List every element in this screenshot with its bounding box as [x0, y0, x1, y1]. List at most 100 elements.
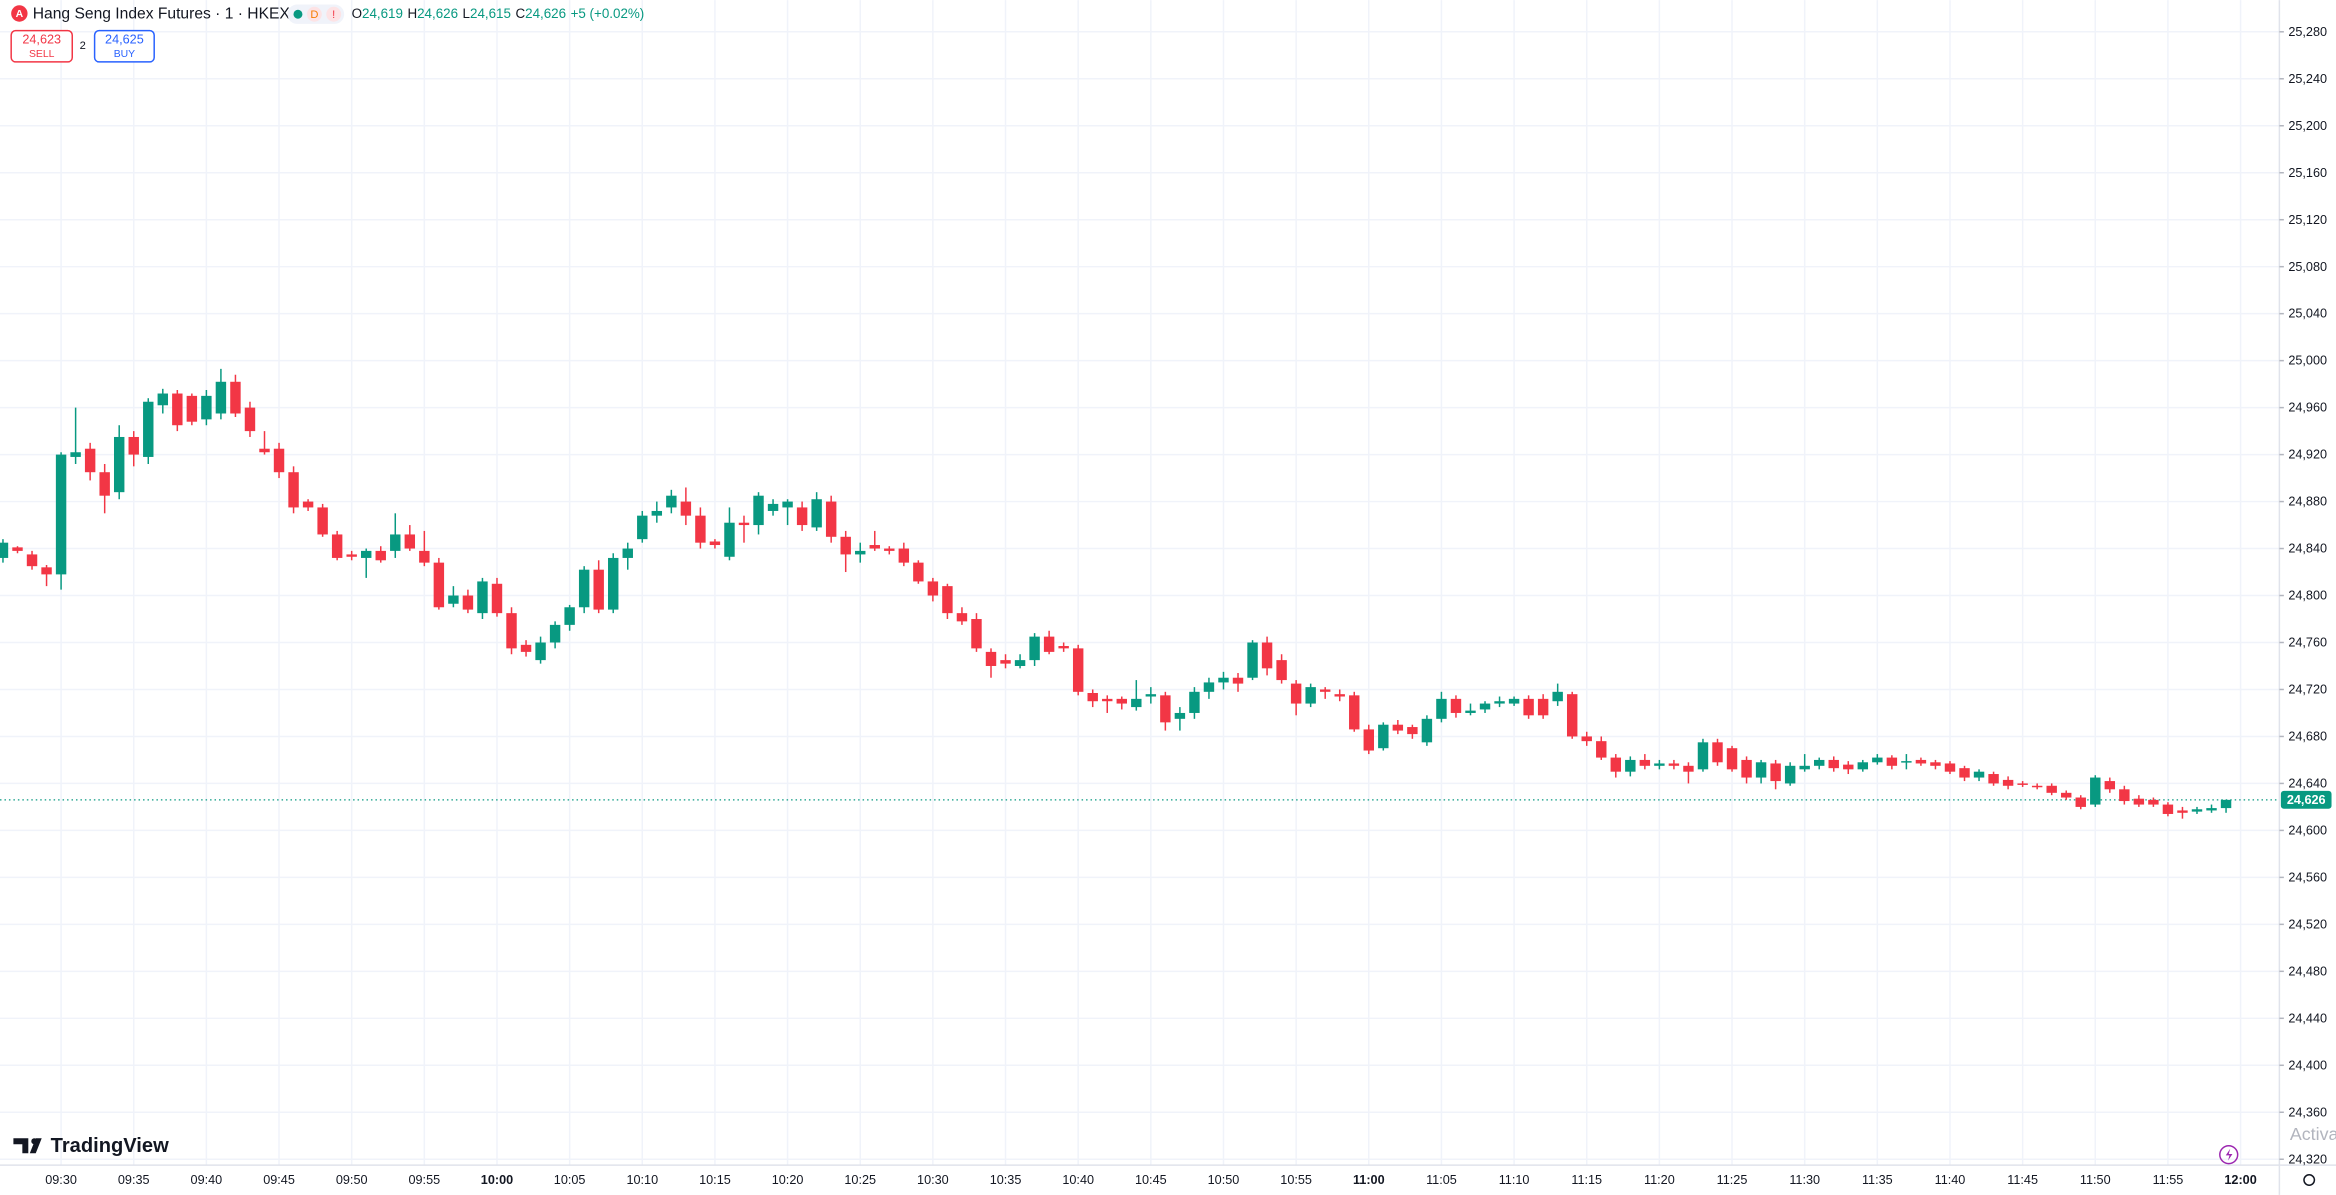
- candle-body: [1232, 677, 1244, 684]
- candle-body: [84, 448, 96, 473]
- x-tick-label: 10:35: [990, 1173, 1022, 1187]
- candle-body: [956, 613, 968, 622]
- candle-body: [2148, 799, 2159, 805]
- candle-body: [898, 548, 910, 563]
- settings-icon[interactable]: [2303, 1174, 2316, 1186]
- y-tick-label: 24,440: [2288, 1011, 2327, 1025]
- candle-body: [2162, 804, 2174, 814]
- candle-body: [2075, 797, 2086, 807]
- candle-body: [2119, 789, 2130, 802]
- lightning-icon[interactable]: [2219, 1145, 2239, 1165]
- candle-body: [1450, 698, 1462, 713]
- candle-body: [549, 624, 561, 643]
- candle-body: [55, 454, 67, 575]
- candle-body: [1043, 636, 1055, 652]
- candle-body: [1784, 765, 1796, 784]
- y-tick-label: 24,720: [2288, 683, 2327, 697]
- candle-body: [1479, 703, 1491, 710]
- y-tick-label: 25,000: [2288, 354, 2327, 368]
- x-tick-label: 09:35: [118, 1173, 150, 1187]
- candle-body: [2220, 799, 2232, 809]
- candle-body: [1973, 771, 1985, 778]
- buy-price: 24,625: [105, 33, 144, 47]
- tv-watermark[interactable]: TradingView: [51, 1135, 169, 1157]
- last-price-box: [2280, 790, 2332, 809]
- y-tick-label: 24,640: [2288, 777, 2327, 791]
- chart-title[interactable]: Hang Seng Index Futures · 1 · HKEX: [33, 5, 291, 22]
- sell-button[interactable]: [10, 29, 73, 63]
- y-tick-label: 25,120: [2288, 213, 2327, 227]
- candle-body: [2002, 779, 2014, 786]
- candle-body: [709, 541, 721, 546]
- candle-body: [520, 644, 532, 652]
- candle-body: [680, 501, 692, 516]
- candle-body: [1799, 765, 1810, 770]
- candle-body: [1683, 765, 1694, 772]
- candle-body: [244, 407, 256, 432]
- tv-logo-dot: [31, 1138, 38, 1145]
- candle-body: [1058, 646, 1069, 649]
- candle-body: [186, 395, 198, 422]
- x-tick-label: 09:30: [45, 1173, 77, 1187]
- candle-body: [2177, 810, 2188, 813]
- candle-body: [1421, 718, 1433, 743]
- x-tick-label: 10:05: [554, 1173, 586, 1187]
- x-tick-label: 10:50: [1208, 1173, 1240, 1187]
- candle-body: [1828, 759, 1839, 769]
- candle-body: [1741, 759, 1752, 778]
- y-tick-label: 24,880: [2288, 495, 2327, 509]
- x-tick-label: 11:25: [1717, 1173, 1748, 1187]
- ohlc-value: 24,619: [362, 6, 403, 21]
- sell-label: SELL: [29, 49, 55, 60]
- y-tick-label: 25,240: [2288, 72, 2327, 86]
- sell-price: 24,623: [22, 33, 61, 47]
- buy-button[interactable]: [93, 29, 155, 63]
- ohlc-legend: O24,619 H24,626 L24,615 C24,626 +5 (+0.02%): [352, 6, 645, 21]
- x-tick-label: 11:55: [2153, 1173, 2184, 1187]
- candle-body: [41, 567, 52, 575]
- y-tick-label: 24,520: [2288, 917, 2327, 931]
- candle-body: [26, 554, 38, 567]
- x-tick-label: 09:45: [263, 1173, 295, 1187]
- x-tick-label: 10:10: [626, 1173, 658, 1187]
- candle-body: [578, 569, 590, 608]
- candle-body: [1087, 692, 1098, 702]
- x-tick-label: 10:30: [917, 1173, 949, 1187]
- candle-body: [1131, 698, 1142, 708]
- candle-body: [1072, 648, 1084, 692]
- candle-body: [1726, 748, 1738, 770]
- x-tick-label: 09:40: [191, 1173, 223, 1187]
- y-tick-label: 24,360: [2288, 1105, 2327, 1119]
- candle-body: [448, 595, 459, 604]
- badge-d[interactable]: D: [310, 9, 318, 21]
- candle-body: [1203, 682, 1215, 692]
- candle-body: [404, 534, 416, 549]
- candle-body: [637, 515, 648, 540]
- candle-body: [869, 545, 880, 549]
- candle-body: [2133, 798, 2145, 805]
- candle-body: [811, 499, 822, 528]
- candle-body: [1610, 757, 1622, 772]
- candle-body: [273, 448, 285, 473]
- candle-body: [738, 522, 750, 526]
- x-tick-label: 10:15: [699, 1173, 731, 1187]
- badge-alert[interactable]: !: [332, 9, 335, 21]
- candle-body: [2191, 809, 2203, 812]
- candle-body: [1625, 759, 1636, 772]
- candle-body: [724, 522, 735, 557]
- candle-body: [1276, 660, 1287, 681]
- candle-body: [99, 472, 110, 496]
- x-tick-label: 09:55: [408, 1173, 440, 1187]
- candle-body: [1494, 701, 1505, 704]
- candle-body: [971, 619, 982, 649]
- y-tick-label: 24,680: [2288, 730, 2327, 744]
- candle-body: [1247, 642, 1258, 678]
- candle-body: [782, 501, 793, 508]
- candle-body: [564, 607, 575, 625]
- x-tick-label: 10:55: [1280, 1173, 1312, 1187]
- candle-body: [1668, 763, 1680, 766]
- candle-body: [1581, 736, 1592, 742]
- grid: [0, 0, 2280, 1166]
